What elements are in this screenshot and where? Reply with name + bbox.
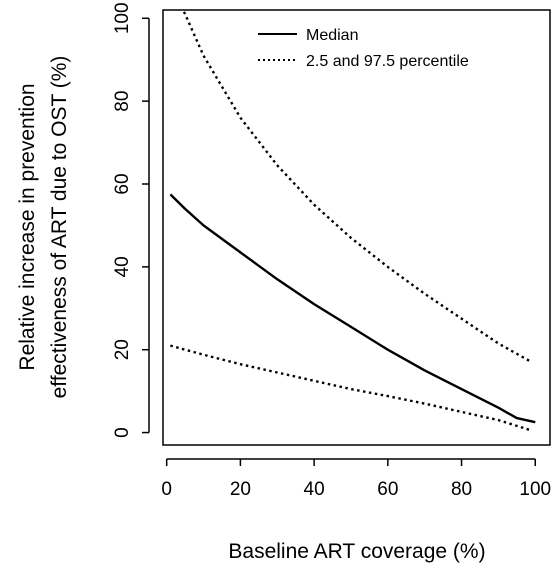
plot-frame — [162, 9, 551, 446]
series-layer — [169, 10, 536, 432]
x-tick-label: 0 — [161, 479, 172, 500]
x-tick-label: 80 — [451, 479, 472, 500]
y-tick-label: 80 — [112, 91, 133, 112]
y-tick-label: 60 — [112, 173, 133, 194]
x-axis: 0 20 40 60 80 100 — [161, 458, 551, 500]
x-tick-label: 60 — [377, 479, 398, 500]
legend: Median 2.5 and 97.5 percentile — [258, 27, 469, 70]
y-tick-label: 100 — [112, 2, 133, 34]
y-axis: 0 20 40 60 80 100 — [112, 2, 150, 438]
x-tick-label: 100 — [519, 479, 551, 500]
y-tick-label: 0 — [112, 427, 133, 438]
y-axis-title-line-1: Relative increase in prevention — [16, 83, 39, 370]
x-tick-label: 20 — [230, 479, 251, 500]
y-tick-label: 40 — [112, 256, 133, 277]
legend-percentile-label: 2.5 and 97.5 percentile — [306, 53, 469, 70]
median-line — [169, 193, 536, 424]
lower-percentile-line — [170, 344, 532, 432]
upper-percentile-line — [181, 10, 533, 364]
legend-median-label: Median — [306, 27, 358, 44]
x-axis-title: Baseline ART coverage (%) — [228, 540, 485, 563]
y-tick-label: 20 — [112, 339, 133, 360]
x-tick-label: 40 — [304, 479, 325, 500]
y-axis-title-line-2: effectiveness of ART due to OST (%) — [48, 56, 71, 399]
